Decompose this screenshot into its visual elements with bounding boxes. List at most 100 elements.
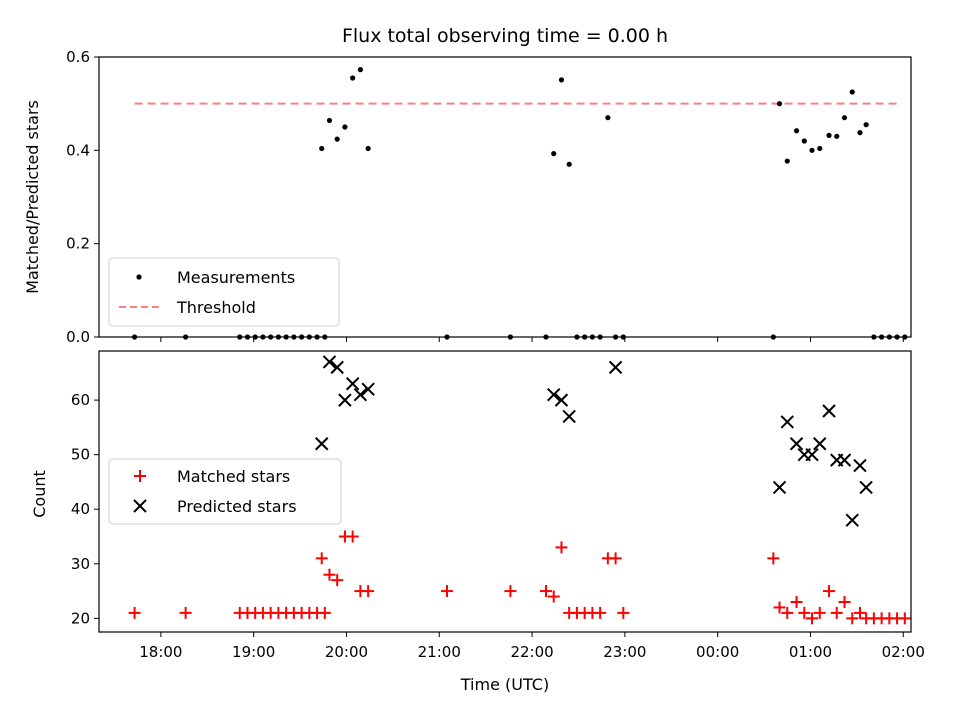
matched-star-point	[594, 606, 607, 619]
measurement-point	[784, 158, 790, 164]
measurement-point	[326, 117, 333, 124]
matched-star-point	[838, 595, 851, 608]
x-tick-label: 20:00	[325, 643, 368, 661]
measurement-point	[849, 89, 855, 95]
bottom-axes-frame	[98, 350, 912, 633]
x-tick-label: 02:00	[882, 643, 925, 661]
bottom-legend: Matched stars Predicted stars	[108, 458, 342, 525]
matched-star-point	[318, 606, 331, 619]
matched-star-point	[773, 601, 786, 614]
predicted-star-point	[822, 404, 836, 418]
top-legend: Measurements Threshold	[108, 257, 340, 327]
bottom-legend-box	[108, 458, 342, 525]
bottom-y-tick-label: 40	[71, 500, 90, 518]
measurement-point	[319, 145, 325, 152]
measurement-point	[793, 128, 800, 134]
matched-star-point	[504, 585, 517, 598]
measurement-point	[809, 147, 815, 153]
matched-star-point	[362, 585, 375, 598]
predicted-star-point	[315, 437, 329, 451]
legend-measurements-label: Measurements	[177, 268, 295, 287]
measurement-point	[558, 77, 565, 83]
matched-star-point	[617, 606, 630, 619]
predicted-star-point	[837, 453, 852, 467]
matched-star-point	[555, 541, 568, 554]
measurement-point	[857, 130, 863, 136]
top-y-tick-label: 0.2	[66, 235, 90, 253]
measurement-point	[566, 161, 572, 167]
matched-star-point	[179, 606, 192, 619]
measurement-point	[801, 138, 807, 144]
legend-predicted-label: Predicted stars	[177, 497, 297, 516]
x-tick-label: 21:00	[418, 643, 461, 661]
top-y-tick-label: 0.4	[66, 141, 90, 159]
x-tick-label: 19:00	[232, 643, 275, 661]
measurement-point	[863, 122, 869, 128]
predicted-star-point	[805, 447, 819, 462]
predicted-star-point	[330, 360, 344, 375]
measurement-point	[841, 115, 848, 121]
predicted-star-point	[353, 387, 368, 402]
predicted-star-point	[562, 409, 576, 424]
bottom-panel: 20 30 40 50 60 18:00 19:00 20:00 21:00 22:00 23:0…	[30, 350, 925, 694]
top-y-tick-label: 0.6	[66, 48, 90, 66]
measurement-point	[834, 133, 840, 139]
measurement-point	[357, 67, 363, 73]
top-legend-box	[108, 257, 340, 327]
matched-star-point	[781, 606, 794, 619]
x-tick-label: 22:00	[510, 643, 553, 661]
matched-star-point	[323, 568, 336, 581]
measurement-point	[826, 132, 832, 138]
matched-star-point	[346, 530, 359, 543]
top-y-tick-label: 0.0	[66, 328, 90, 346]
predicted-star-point	[338, 393, 352, 407]
matched-star-point	[547, 590, 560, 603]
predicted-star-point	[845, 513, 859, 527]
predicted-star-point	[322, 355, 337, 369]
predicted-star-point	[345, 377, 360, 391]
matched-star-point	[853, 606, 866, 619]
matched-star-point	[813, 606, 826, 619]
measurement-point	[776, 101, 783, 107]
matched-star-point	[846, 612, 859, 625]
predicted-star-point	[547, 387, 561, 402]
top-panel: 0.0 0.2 0.4 0.6 Matched/Predicted stars Mea…	[23, 48, 912, 346]
bottom-y-tick-label: 50	[71, 446, 90, 464]
legend-measurements-marker	[136, 274, 142, 280]
measurement-point	[817, 145, 823, 152]
predicted-star-point	[780, 415, 794, 429]
predicted-star-point	[789, 437, 804, 451]
matched-star-point	[823, 585, 836, 598]
legend-matched-label: Matched stars	[177, 467, 290, 486]
matched-star-point	[441, 585, 453, 598]
x-axis-label: Time (UTC)	[460, 675, 549, 694]
matched-star-point	[767, 552, 780, 565]
matched-star-point	[315, 552, 328, 565]
measurement-point	[350, 75, 356, 81]
bottom-y-tick-label: 60	[71, 391, 90, 409]
measurement-point	[334, 136, 340, 142]
measurement-point	[605, 115, 611, 121]
bottom-plot-marks	[128, 355, 911, 625]
predicted-star-point	[859, 480, 873, 495]
bottom-y-tick-label: 20	[71, 609, 90, 627]
matched-star-point	[798, 606, 811, 619]
bottom-y-axis-label: Count	[30, 470, 49, 518]
matched-star-point	[128, 606, 141, 619]
predicted-star-point	[554, 393, 569, 407]
bottom-y-tick-label: 30	[71, 555, 90, 573]
predicted-star-point	[361, 382, 375, 396]
legend-predicted-marker	[133, 499, 147, 513]
matched-star-point	[609, 552, 622, 565]
x-tick-label: 00:00	[696, 643, 739, 661]
legend-threshold-label: Threshold	[176, 298, 256, 317]
legend-matched-marker	[134, 470, 146, 482]
predicted-star-point	[608, 360, 623, 375]
predicted-star-point	[813, 437, 827, 451]
top-y-axis-label: Matched/Predicted stars	[23, 100, 42, 294]
matched-star-point	[331, 574, 344, 587]
predicted-star-point	[772, 480, 787, 495]
chart-title: Flux total observing time = 0.00 h	[342, 25, 668, 47]
